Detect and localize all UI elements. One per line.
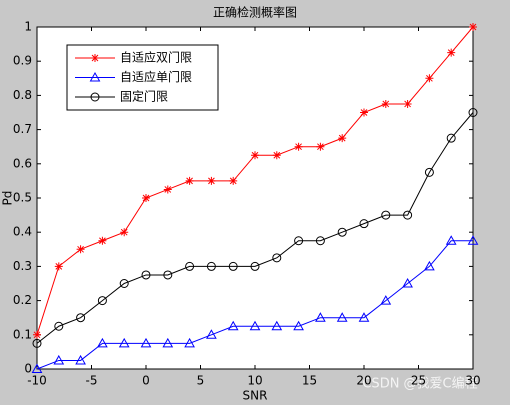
marker [467,235,479,245]
marker [76,313,86,323]
marker [294,142,303,151]
marker [142,194,150,202]
marker [381,210,391,220]
legend-label: 固定门限 [120,89,168,104]
marker [249,320,261,331]
marker [162,337,174,348]
x-tick-label: 20 [356,374,371,388]
x-tick-label: 10 [247,374,262,388]
y-tick-label: 0.6 [13,156,32,170]
marker [425,74,434,83]
legend-label: 自适应单门限 [120,69,192,84]
legend-marker [89,71,101,82]
marker [272,253,282,263]
marker [468,108,478,117]
y-tick-label: 0.9 [13,54,32,68]
marker [402,277,413,288]
marker [424,167,434,177]
marker [118,337,130,348]
marker [250,261,260,271]
marker [54,321,64,331]
marker [98,236,107,245]
marker [445,235,457,245]
marker [53,354,65,365]
marker [403,99,412,108]
marker [272,151,281,160]
marker [358,312,370,322]
marker [380,295,392,305]
marker [185,176,194,185]
y-tick-label: 0.8 [13,88,32,102]
marker [293,320,304,331]
marker [315,312,326,322]
marker [446,133,456,143]
marker [141,270,151,280]
marker [315,236,325,246]
legend-label: 自适应双门限 [120,50,192,65]
marker [316,142,325,151]
y-tick-label: 0.4 [13,225,32,239]
legend-marker [91,54,99,62]
y-axis-label: Pd [1,191,15,206]
marker [207,176,216,185]
chart-title: 正确检测概率图 [213,5,297,20]
marker [359,219,369,229]
marker [54,262,63,271]
marker [469,23,477,31]
marker [337,227,347,237]
marker [97,296,107,306]
x-axis-label: SNR [243,389,268,403]
marker [184,337,195,348]
x-tick-label: -10 [27,374,47,388]
marker [294,236,304,246]
marker [338,134,347,143]
marker [206,261,216,271]
marker [76,245,85,254]
marker [227,320,239,331]
marker [119,279,129,288]
x-tick-label: 30 [465,374,480,388]
x-tick-label: 0 [142,374,150,388]
x-tick-label: 15 [302,374,317,388]
x-tick-label: 25 [411,374,426,388]
marker [447,48,456,57]
watermark: CSDN @我爱C编程 [362,377,477,392]
marker [228,261,238,271]
marker [97,337,108,348]
marker [120,228,129,237]
y-tick-label: 0.5 [13,191,32,205]
marker [163,270,173,280]
marker [381,99,390,108]
y-tick-label: 0.2 [13,293,32,307]
marker [403,210,413,220]
marker [424,260,435,271]
x-tick-label: 5 [197,374,205,388]
y-tick-label: 0 [24,362,32,376]
marker [32,338,42,348]
marker [271,320,283,331]
marker [336,312,348,322]
y-tick-label: 0.1 [13,327,32,341]
x-tick-label: -5 [86,374,98,388]
marker [206,329,217,339]
marker [33,330,41,339]
y-tick-label: 0.3 [13,259,32,273]
series-line [36,240,473,370]
marker [31,363,43,373]
series-line [36,112,474,344]
y-tick-label: 1 [24,20,32,34]
y-tick-label: 0.7 [13,122,32,136]
marker [251,151,259,160]
marker [75,354,86,365]
marker [163,185,172,194]
marker [360,108,368,117]
marker [140,337,152,348]
legend-marker [90,92,100,102]
marker [185,261,195,271]
marker [229,176,238,185]
